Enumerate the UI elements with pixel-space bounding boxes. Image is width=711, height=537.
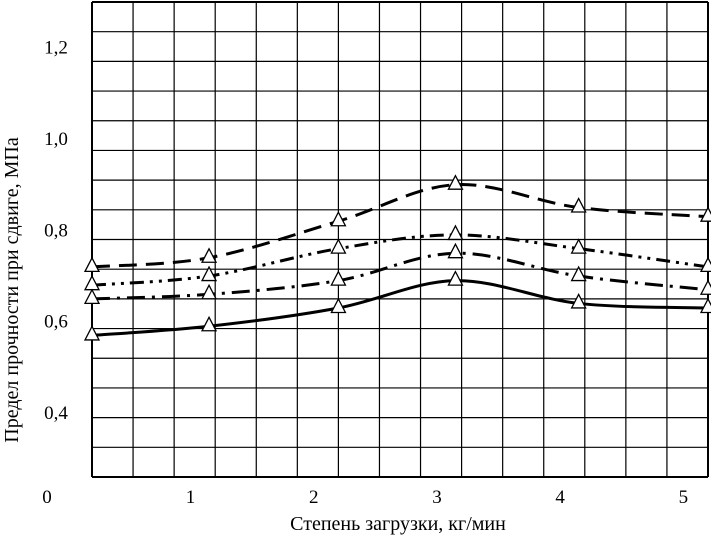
x-tick-label: 5 <box>679 487 689 508</box>
x-tick-label: 2 <box>309 487 319 508</box>
data-point-marker <box>83 274 101 291</box>
data-point-marker <box>570 238 587 254</box>
origin-label: 0 <box>42 487 52 508</box>
marker-group <box>83 174 711 341</box>
data-point-marker <box>330 297 347 314</box>
y-tick-label: 1,2 <box>44 38 68 59</box>
data-point-marker <box>200 283 218 300</box>
data-point-marker <box>83 256 101 273</box>
data-point-marker <box>570 197 587 213</box>
data-point-marker <box>699 297 711 314</box>
data-point-marker <box>699 256 711 273</box>
data-point-marker <box>699 206 711 222</box>
data-point-marker <box>447 174 464 190</box>
series-line-1 <box>91 183 709 269</box>
x-axis-title: Степень загрузки, кг/мин <box>290 513 506 535</box>
data-point-marker <box>83 325 101 341</box>
x-tick-label: 4 <box>555 487 565 508</box>
data-point-marker <box>447 270 464 286</box>
x-tick-label: 3 <box>432 487 442 508</box>
data-point-marker <box>570 265 587 282</box>
y-tick-label: 0,8 <box>44 220 68 241</box>
y-tick-label: 0,4 <box>44 403 68 424</box>
y-tick-label: 1,0 <box>44 129 68 150</box>
y-axis-title: Предел прочности при сдвиге, МПа <box>1 137 23 443</box>
data-point-marker <box>330 238 347 254</box>
tick-labels: 1 2 3 4 5 0,4 0,6 0,8 1,0 1,2 <box>44 38 688 508</box>
data-point-marker <box>200 247 218 263</box>
data-point-marker <box>699 279 711 295</box>
data-point-marker <box>570 293 587 309</box>
data-point-marker <box>447 224 464 241</box>
y-tick-label: 0,6 <box>44 312 68 333</box>
data-point-marker <box>330 270 347 286</box>
data-point-marker <box>200 265 218 282</box>
data-point-marker <box>330 210 347 227</box>
series-group <box>91 183 709 337</box>
x-tick-label: 1 <box>186 487 196 508</box>
data-point-marker <box>447 242 464 259</box>
series-line-2 <box>91 233 709 287</box>
series-line-3 <box>91 251 709 301</box>
data-point-marker <box>83 288 101 305</box>
data-point-marker <box>200 315 218 332</box>
series-line-4 <box>91 279 709 337</box>
